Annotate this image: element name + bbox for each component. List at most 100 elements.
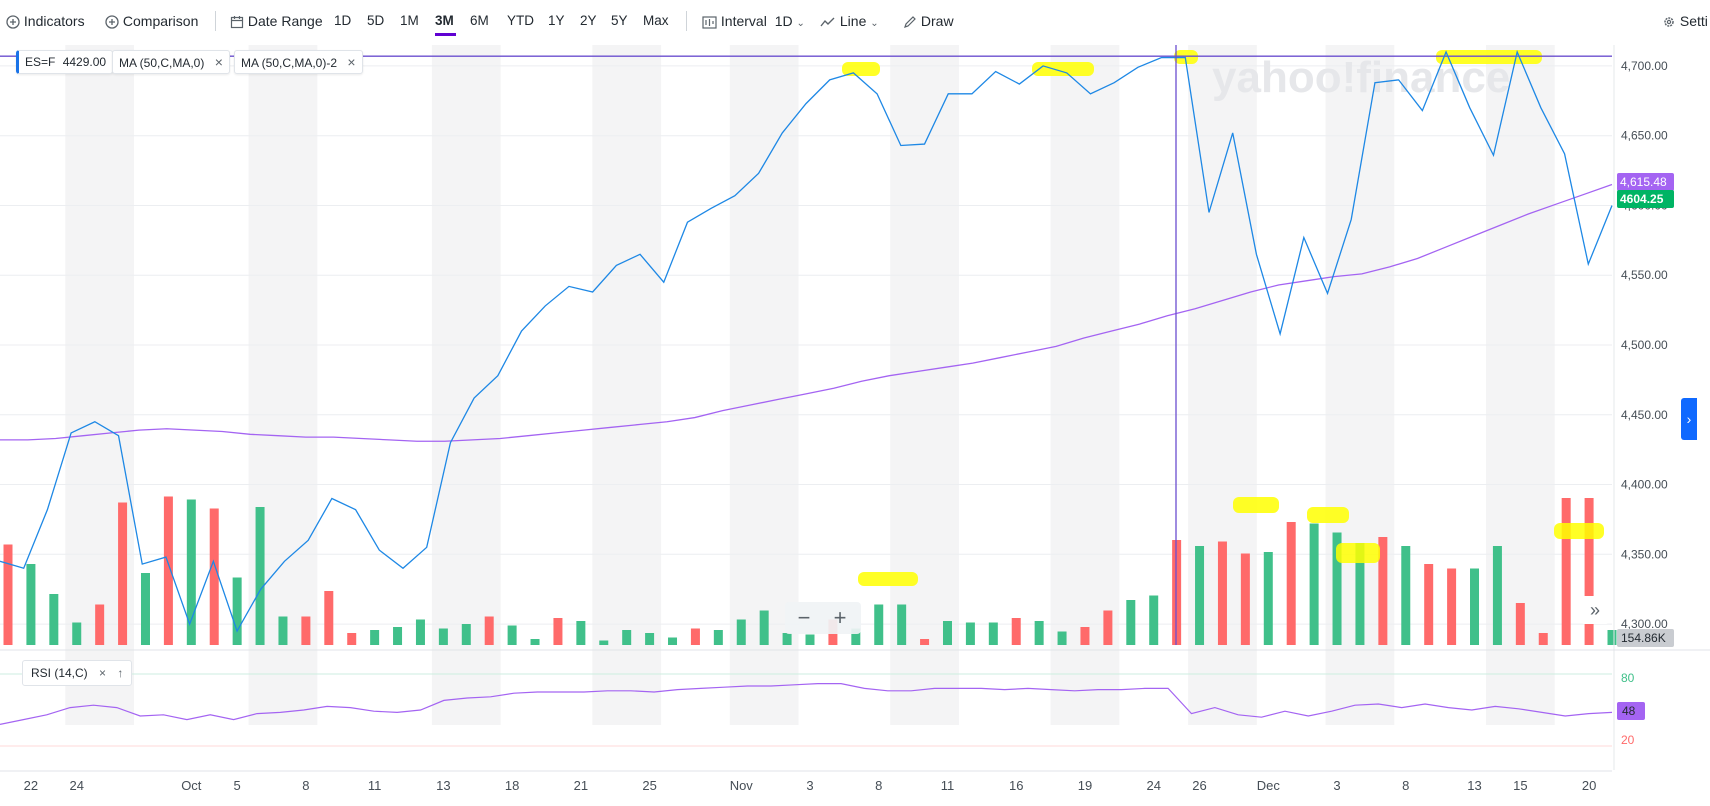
x-tick-label: 18 [505,778,519,793]
x-tick-label: 13 [436,778,450,793]
volume-bar [1103,610,1113,645]
ma-chip-2-label: MA (50,C,MA,0)-2 [241,56,338,70]
date-range-label: Date Range [247,13,323,29]
comparison-button[interactable]: Comparison [105,10,198,32]
indicators-label: Indicators [23,13,85,29]
volume-value-text: 154.86K [1621,631,1666,645]
volume-bar [1126,600,1136,645]
range-2y[interactable]: 2Y [580,13,597,28]
comparison-label: Comparison [122,13,199,29]
ma-chip-1-label: MA (50,C,MA,0) [119,56,205,70]
volume-bar [576,621,586,645]
volume-bar [438,628,448,645]
y-tick-label: 4,550.00 [1621,268,1668,282]
draw-label: Draw [920,13,954,29]
volume-bar [370,630,380,645]
x-tick-label: 15 [1513,778,1527,793]
volume-bar [1080,627,1090,645]
volume-bar [1401,546,1411,645]
volume-bar [1470,568,1480,645]
plus-circle-icon [105,15,119,29]
volume-bar [851,628,861,645]
ma-value-tag: 4,615.48 [1617,173,1674,191]
y-tick-label: 4,350.00 [1621,547,1668,561]
rsi-chip[interactable]: RSI (14,C) × ↑ [22,660,133,686]
close-icon[interactable]: × [347,54,356,70]
volume-bar [1011,618,1021,645]
volume-bar [668,637,678,645]
indicators-button[interactable]: Indicators [6,10,85,32]
x-tick-label: 19 [1078,778,1092,793]
gear-icon [1664,17,1674,28]
highlight-mark [1032,62,1094,76]
range-6m[interactable]: 6M [470,13,489,28]
volume-value-bg [1617,629,1674,647]
volume-bar [26,564,36,645]
range-5y[interactable]: 5Y [611,13,628,28]
rsi-value-tag: 48 [1617,702,1645,720]
zoom-out-button[interactable]: − [797,605,811,630]
volume-bar [1057,631,1067,645]
interval-dropdown[interactable]: Interval 1D ⌄ [702,10,805,32]
chevron-right-icon: › [1686,411,1692,427]
volume-bar [1515,603,1525,645]
rsi-panel [0,649,1710,747]
ma-chip-2[interactable]: MA (50,C,MA,0)-2 × [234,50,363,74]
line-chart-icon [820,17,835,27]
highlight-mark [1307,507,1349,523]
chevron-down-icon: ⌄ [870,18,879,29]
volume-bar [1607,630,1617,645]
date-range-button[interactable]: Date Range [230,10,323,32]
range-3m[interactable]: 3M [435,13,454,28]
symbol-name: ES=F [25,55,56,69]
volume-bar [645,633,655,645]
range-5d[interactable]: 5D [367,13,385,28]
rsi-label: RSI (14,C) [31,666,88,680]
volume-bar [347,633,357,645]
x-tick-label: 22 [24,778,38,793]
rsi-level-20: 20 [1621,733,1635,747]
ma-value-bg [1617,173,1674,191]
candlestick-icon [702,16,717,29]
x-tick-label: 8 [875,778,882,793]
volume-bar [1584,498,1594,645]
zoom-in-button[interactable]: + [833,605,847,630]
range-1y[interactable]: 1Y [548,13,565,28]
volume-bar [49,594,59,645]
range-1d[interactable]: 1D [334,13,352,28]
rsi-value-bg [1617,702,1645,720]
side-panel-toggle[interactable]: › [1681,398,1697,440]
volume-bar [736,619,746,645]
settings-button[interactable]: Setti [1662,10,1708,32]
highlight-mark [1336,543,1380,563]
close-icon[interactable]: × [99,666,107,680]
scroll-to-latest-button[interactable]: » [1581,596,1609,624]
volume-bar [1447,568,1457,645]
range-1m[interactable]: 1M [400,13,419,28]
volume-bar [1332,532,1342,645]
chart-type-dropdown[interactable]: Line ⌄ [820,10,879,32]
close-icon[interactable]: × [214,54,223,70]
x-tick-label: 20 [1582,778,1596,793]
symbol-chip[interactable]: ES=F 4429.00 [16,50,114,74]
range-ytd[interactable]: YTD [507,13,534,28]
volume-bar [186,499,196,645]
volume-bar [897,604,907,645]
range-max[interactable]: Max [643,13,669,28]
last-price-bg [1617,190,1674,208]
highlight-mark [858,572,918,586]
volume-bar [1286,522,1296,645]
arrow-up-icon[interactable]: ↑ [117,666,124,680]
x-tick-label: 3 [1333,778,1340,793]
ma-value-text: 4,615.48 [1620,175,1667,189]
ma-chip-1[interactable]: MA (50,C,MA,0) × [112,50,230,74]
plus-circle-icon [6,15,20,29]
price-series-line [0,49,1613,633]
settings-label: Setti [1679,13,1708,29]
interval-label: Interval [720,13,767,29]
draw-button[interactable]: Draw [903,10,954,32]
volume-value-tag: 154.86K [1617,629,1674,647]
volume-bar [118,502,128,645]
active-range-underline [435,33,456,36]
